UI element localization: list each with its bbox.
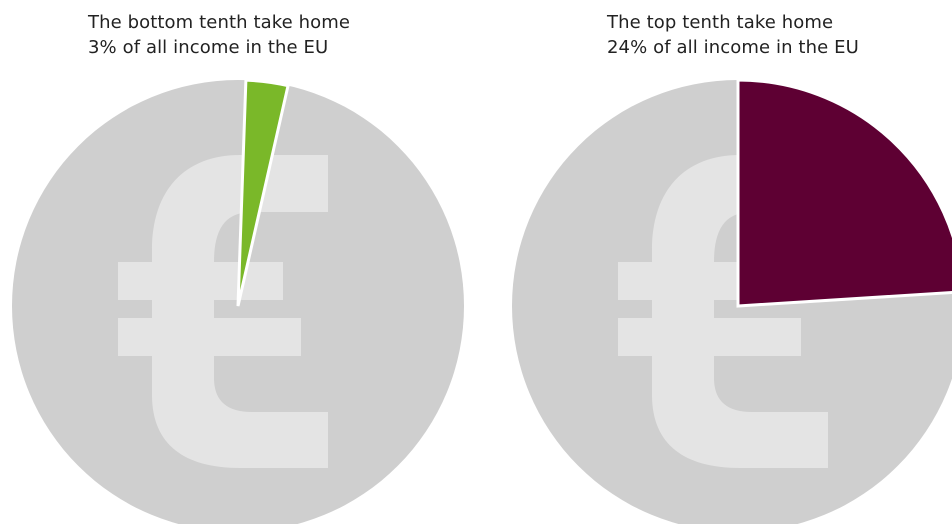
pie-chart-top-tenth <box>512 78 952 524</box>
caption-bottom-line-2: 3% of all income in the EU <box>88 37 329 58</box>
caption-top-tenth: The top tenth take home 24% of all incom… <box>607 10 859 60</box>
caption-bottom-tenth: The bottom tenth take home 3% of all inc… <box>88 10 350 60</box>
euro-emblem-icon <box>118 155 328 468</box>
caption-top-line-2: 24% of all income in the EU <box>607 37 859 58</box>
caption-top-line-1: The top tenth take home <box>607 12 834 33</box>
pie-slice-bottom-tenth <box>236 78 290 307</box>
pie-chart-bottom-tenth <box>12 78 464 524</box>
pie-slice-top-tenth <box>736 78 952 308</box>
caption-bottom-line-1: The bottom tenth take home <box>88 12 351 33</box>
